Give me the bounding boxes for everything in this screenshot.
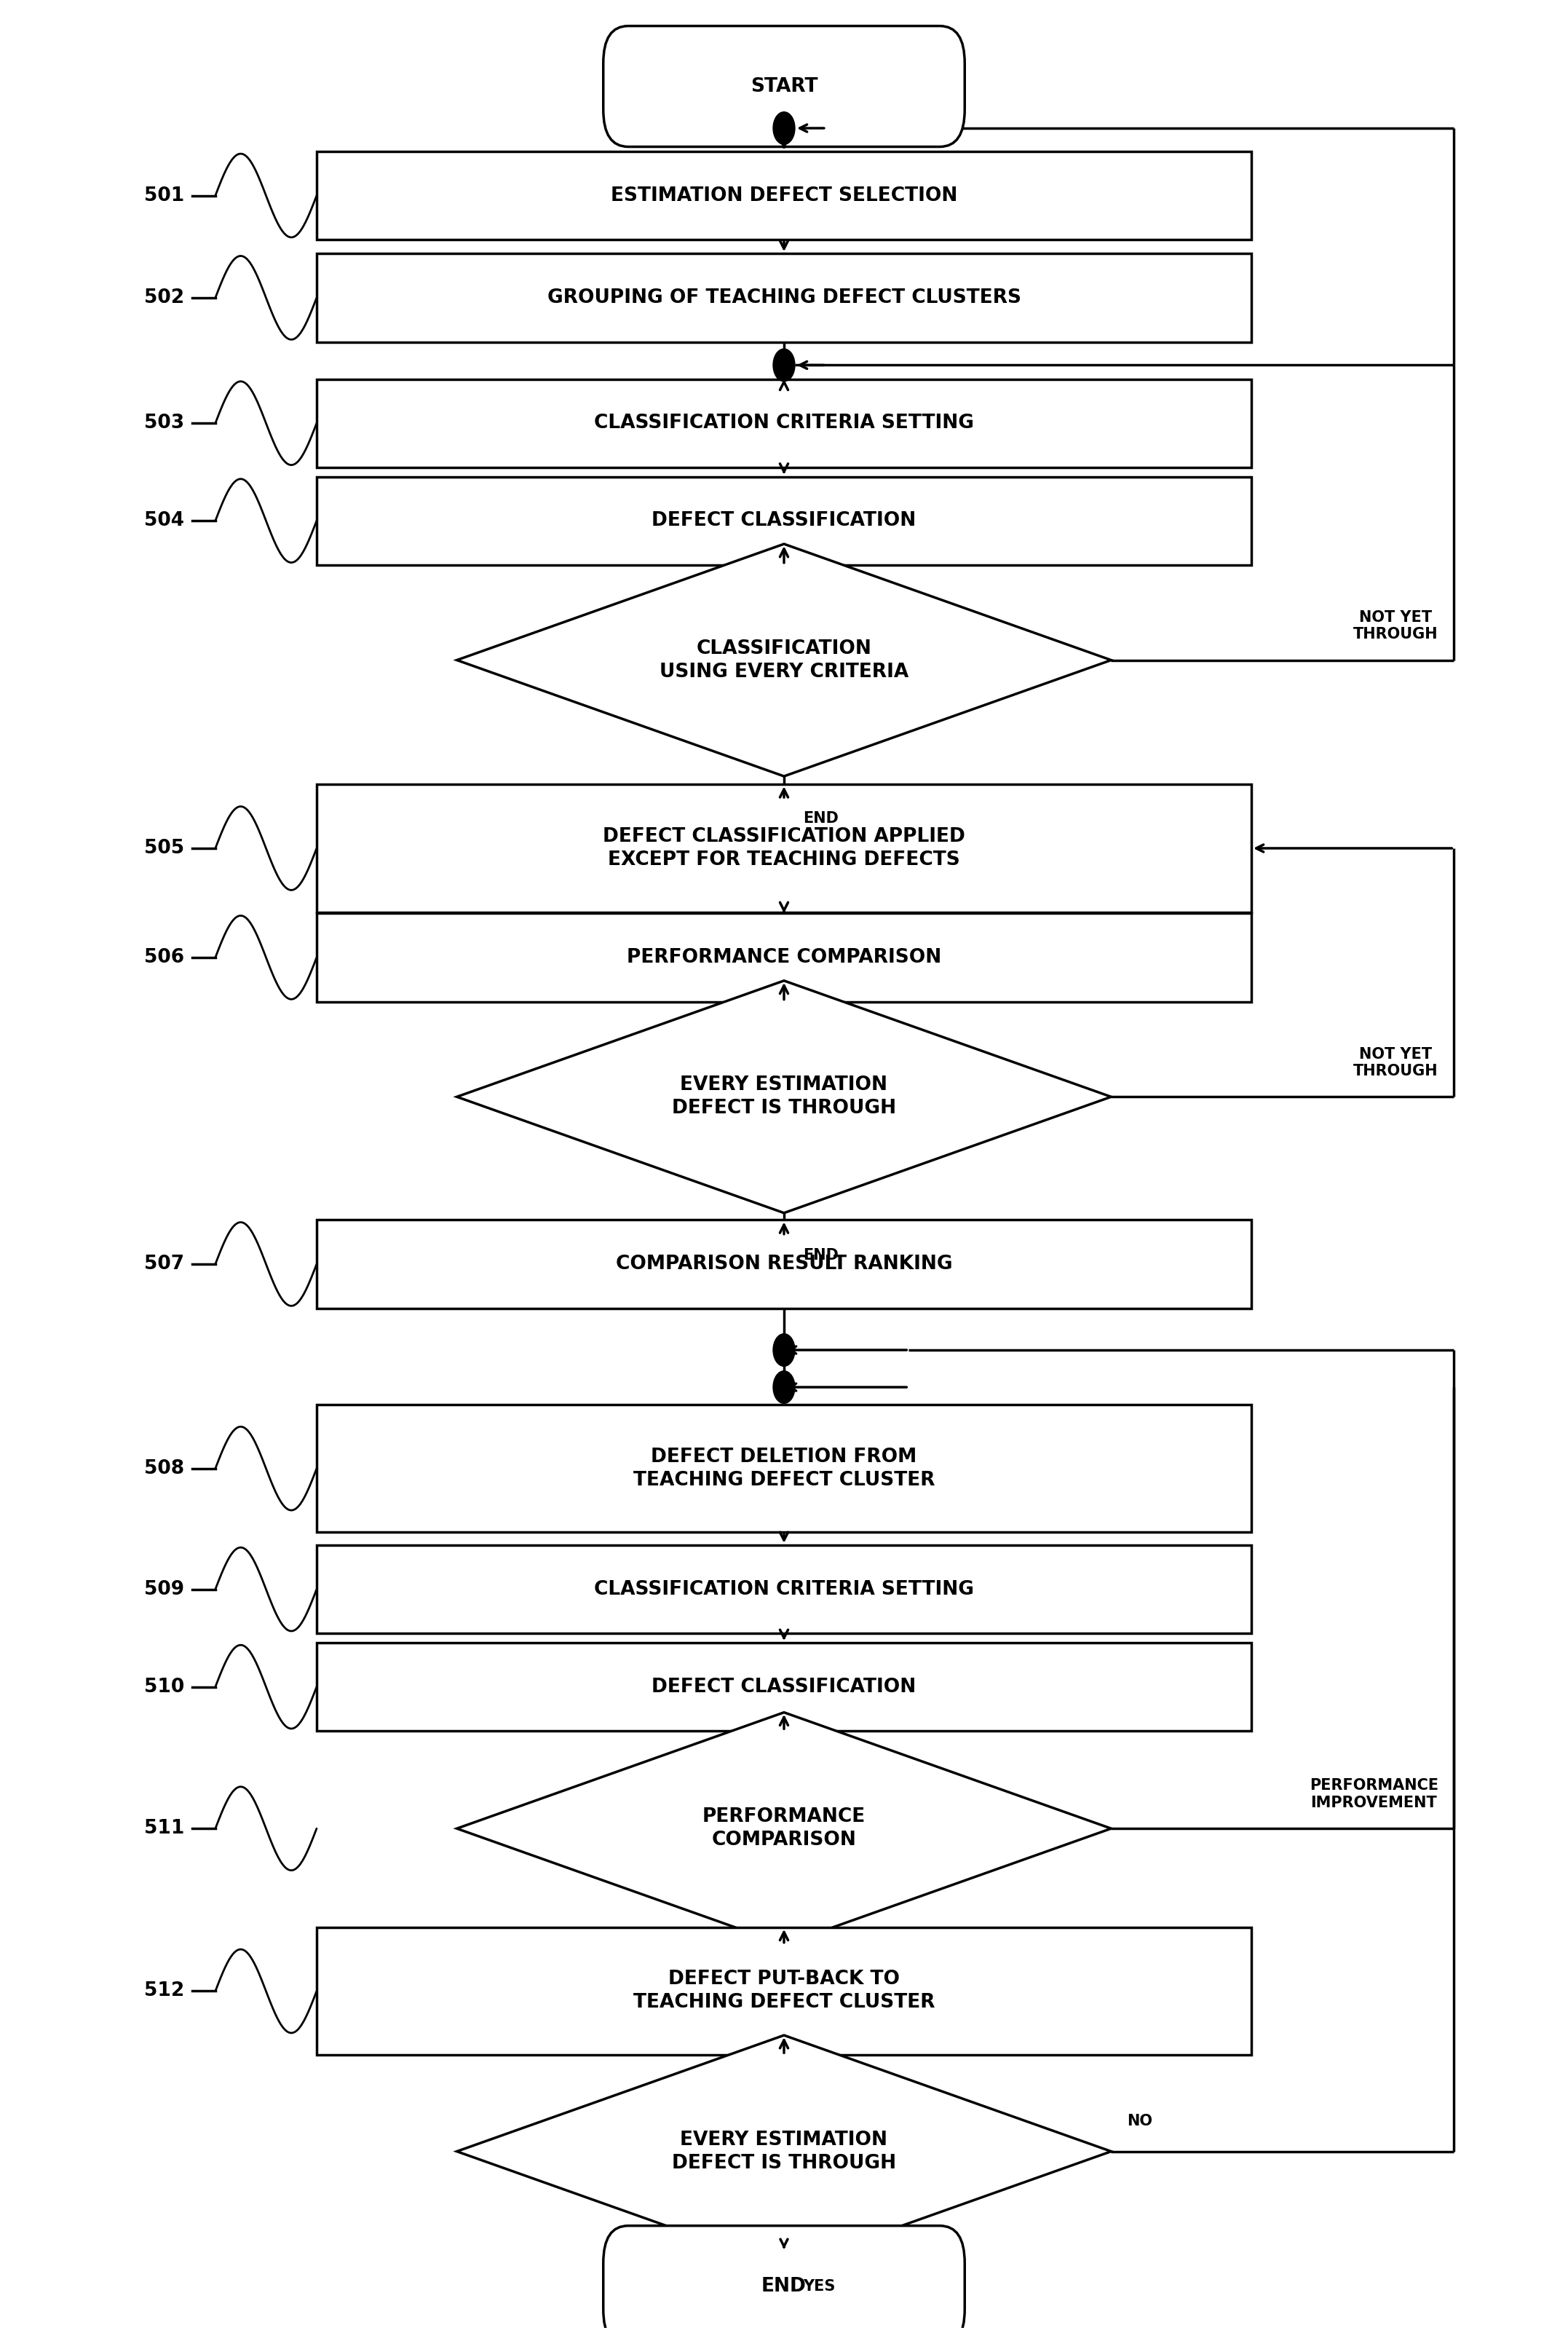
Text: 512: 512 [144,1981,183,2002]
Text: NOT YET
THROUGH: NOT YET THROUGH [1353,609,1438,642]
Text: CLASSIFICATION CRITERIA SETTING: CLASSIFICATION CRITERIA SETTING [594,1579,974,1598]
Circle shape [773,350,795,380]
Circle shape [773,112,795,145]
Text: NO: NO [1127,2114,1152,2128]
Text: PERFORMANCE
IMPROVEMENT: PERFORMANCE IMPROVEMENT [1309,1778,1438,1810]
Text: 508: 508 [144,1458,183,1477]
Text: DEFECT CLASSIFICATION APPLIED
EXCEPT FOR TEACHING DEFECTS: DEFECT CLASSIFICATION APPLIED EXCEPT FOR… [602,828,966,870]
Bar [317,784,1251,912]
Polygon shape [456,544,1112,777]
Text: EVERY ESTIMATION
DEFECT IS THROUGH: EVERY ESTIMATION DEFECT IS THROUGH [671,1076,897,1118]
Text: 503: 503 [144,413,183,432]
Bar [317,1642,1251,1731]
Text: DEFECT CLASSIFICATION: DEFECT CLASSIFICATION [652,1677,916,1696]
Circle shape [773,1372,795,1404]
Text: 504: 504 [144,511,183,530]
Text: END: END [803,812,839,826]
Text: 501: 501 [144,187,183,205]
Text: END: END [803,1248,839,1262]
Text: 506: 506 [144,947,183,966]
Text: CLASSIFICATION CRITERIA SETTING: CLASSIFICATION CRITERIA SETTING [594,413,974,432]
Bar [317,1544,1251,1633]
Bar [317,1404,1251,1533]
Text: YES: YES [803,2279,836,2293]
Text: DEFECT DELETION FROM
TEACHING DEFECT CLUSTER: DEFECT DELETION FROM TEACHING DEFECT CLU… [633,1446,935,1488]
FancyBboxPatch shape [604,2226,964,2333]
Text: 510: 510 [144,1677,183,1696]
Bar [317,476,1251,565]
Text: 511: 511 [144,1820,183,1838]
Text: 505: 505 [144,840,183,859]
Text: GROUPING OF TEACHING DEFECT CLUSTERS: GROUPING OF TEACHING DEFECT CLUSTERS [547,289,1021,308]
Text: END: END [762,2277,806,2296]
Bar [317,152,1251,240]
Text: PERFORMANCE COMPARISON: PERFORMANCE COMPARISON [627,947,941,966]
Circle shape [773,1334,795,1367]
Text: ESTIMATION DEFECT SELECTION: ESTIMATION DEFECT SELECTION [610,187,958,205]
Text: PERFORMANCE
COMPARISON: PERFORMANCE COMPARISON [702,1808,866,1850]
Text: CLASSIFICATION
USING EVERY CRITERIA: CLASSIFICATION USING EVERY CRITERIA [660,639,908,681]
Text: DEFECT CLASSIFICATION: DEFECT CLASSIFICATION [652,511,916,530]
FancyBboxPatch shape [604,26,964,147]
Text: START: START [751,77,817,96]
Polygon shape [456,1712,1112,1946]
Polygon shape [456,980,1112,1213]
Text: DEFECT PUT-BACK TO
TEACHING DEFECT CLUSTER: DEFECT PUT-BACK TO TEACHING DEFECT CLUST… [633,1969,935,2013]
Bar [317,1927,1251,2055]
Text: 502: 502 [144,289,183,308]
Text: 507: 507 [144,1255,183,1274]
Text: EVERY ESTIMATION
DEFECT IS THROUGH: EVERY ESTIMATION DEFECT IS THROUGH [671,2130,897,2172]
Text: 509: 509 [144,1579,183,1598]
Bar [317,1220,1251,1309]
Bar [317,912,1251,1001]
Bar [317,378,1251,467]
Polygon shape [456,2034,1112,2268]
Bar [317,254,1251,343]
Text: COMPARISON RESULT RANKING: COMPARISON RESULT RANKING [616,1255,952,1274]
Text: NOT YET
THROUGH: NOT YET THROUGH [1353,1048,1438,1078]
